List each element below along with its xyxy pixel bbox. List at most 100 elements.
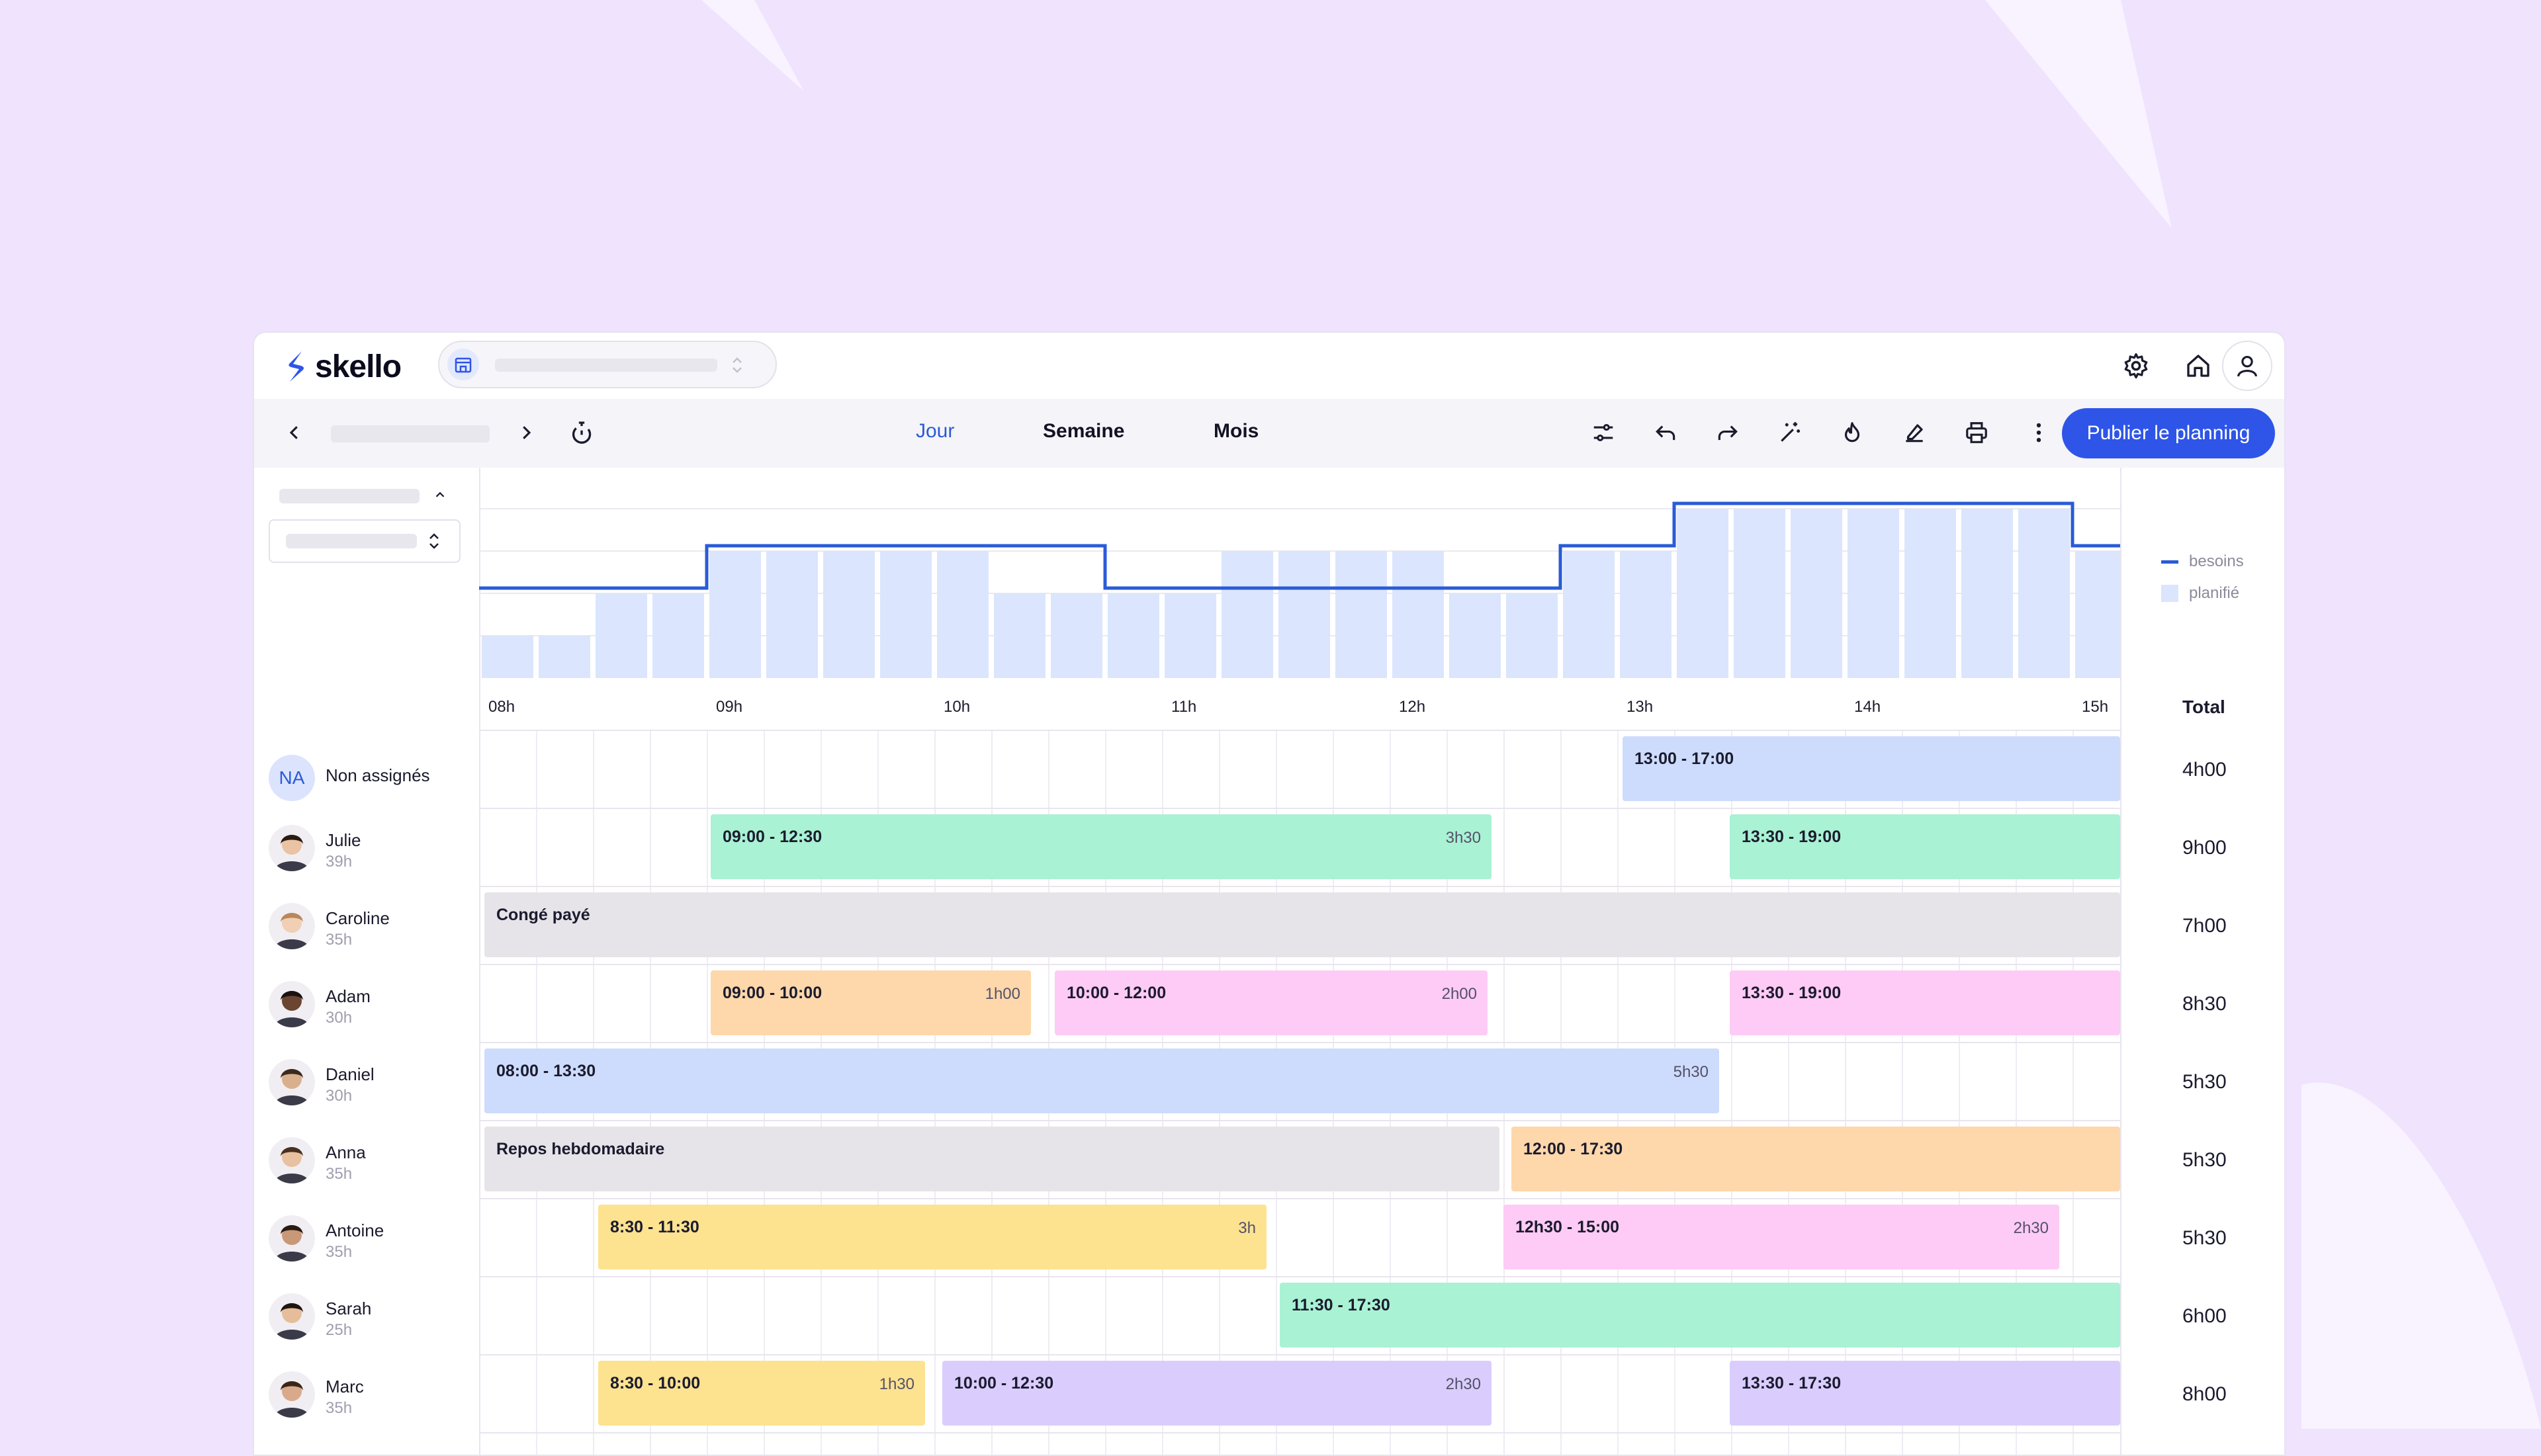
- timer-reset-icon[interactable]: [565, 416, 598, 449]
- shift-block[interactable]: 13:00 - 17:00: [1623, 736, 2120, 801]
- total-column-header: Total: [2182, 697, 2225, 717]
- updown-chevron-icon: [429, 533, 439, 549]
- skello-logo-icon: [289, 351, 304, 382]
- hour-tick-label: 13h: [1627, 698, 1654, 716]
- shift-block[interactable]: 08:00 - 13:30 5h30: [484, 1049, 1719, 1113]
- planned-bar: [1051, 593, 1102, 678]
- grid-row-line: [479, 1276, 2120, 1277]
- shift-block[interactable]: 10:00 - 12:00 2h00: [1055, 970, 1488, 1035]
- filters-icon[interactable]: [1587, 416, 1620, 449]
- shift-block[interactable]: 13:30 - 19:00: [1730, 970, 2120, 1035]
- employee-row-header[interactable]: Daniel 30h: [269, 1054, 467, 1120]
- hour-tick-label: 08h: [488, 698, 515, 716]
- employee-name: Non assignés: [326, 765, 430, 785]
- user-profile-icon[interactable]: [2222, 341, 2272, 391]
- planning-app-window: skello Jour Semaine: [253, 331, 2286, 1456]
- hour-tick-label: 14h: [1854, 698, 1881, 716]
- planned-bar: [1620, 551, 1672, 678]
- settings-gear-icon[interactable]: [2111, 341, 2161, 391]
- employee-row-header[interactable]: Julie 39h: [269, 820, 467, 886]
- shift-block[interactable]: 12:00 - 17:30: [1511, 1127, 2120, 1191]
- eraser-pen-icon[interactable]: [1898, 416, 1931, 449]
- planned-bar: [1904, 509, 1956, 678]
- tab-week[interactable]: Semaine: [1043, 420, 1125, 442]
- shift-block[interactable]: 13:30 - 17:30: [1730, 1361, 2120, 1426]
- shift-time-label: 13:30 - 17:30: [1742, 1374, 1842, 1392]
- employee-name: Anna: [326, 1142, 366, 1162]
- employee-row-header[interactable]: Adam 30h: [269, 976, 467, 1042]
- shift-block[interactable]: 11:30 - 17:30: [1280, 1283, 2120, 1348]
- row-total: 5h30: [2182, 1071, 2227, 1093]
- store-icon: [447, 349, 479, 380]
- avatar: [269, 981, 315, 1027]
- employee-row-header[interactable]: Antoine 35h: [269, 1210, 467, 1276]
- avatar: [269, 1371, 315, 1418]
- employee-contract-hours: 39h: [326, 853, 353, 871]
- shift-time-label: 09:00 - 10:00: [723, 984, 823, 1002]
- tab-day[interactable]: Jour: [916, 420, 955, 442]
- collapse-filter-row[interactable]: [279, 484, 451, 510]
- shift-duration-label: 3h: [1238, 1219, 1256, 1237]
- tab-month[interactable]: Mois: [1214, 420, 1259, 442]
- shift-block[interactable]: 8:30 - 11:30 3h: [598, 1205, 1267, 1269]
- employee-row-header[interactable]: Marc 35h: [269, 1366, 467, 1432]
- shift-block[interactable]: 8:30 - 10:00 1h30: [598, 1361, 925, 1426]
- employee-contract-hours: 30h: [326, 1009, 353, 1027]
- planned-bar: [2075, 551, 2120, 678]
- print-icon[interactable]: [1960, 416, 1993, 449]
- grid-row-line: [479, 1120, 2120, 1121]
- employee-row-header[interactable]: Caroline 35h: [269, 898, 467, 964]
- establishment-name-placeholder: [495, 359, 717, 372]
- publish-planning-button[interactable]: Publier le planning: [2062, 408, 2275, 458]
- top-bar: skello: [254, 333, 2284, 399]
- planned-bar: [482, 636, 533, 678]
- shift-block[interactable]: Repos hebdomadaire: [484, 1127, 1499, 1191]
- grid-row-line: [479, 886, 2120, 887]
- shift-block[interactable]: 09:00 - 10:00 1h00: [711, 970, 1031, 1035]
- previous-chevron-icon[interactable]: [278, 416, 311, 449]
- shift-block[interactable]: 10:00 - 12:30 2h30: [942, 1361, 1492, 1426]
- legend-planifie-label: planifié: [2189, 584, 2240, 602]
- more-options-icon[interactable]: [2022, 416, 2055, 449]
- shift-time-label: 09:00 - 12:30: [723, 828, 823, 846]
- shift-block[interactable]: 09:00 - 12:30 3h30: [711, 814, 1492, 879]
- planned-bar: [766, 551, 818, 678]
- updown-chevron-icon: [733, 357, 742, 373]
- shift-time-label: 13:30 - 19:00: [1742, 984, 1842, 1002]
- grid-row-line: [479, 1432, 2120, 1434]
- date-placeholder: [331, 425, 490, 443]
- redo-icon[interactable]: [1711, 416, 1744, 449]
- needs-step-line: [479, 501, 2120, 590]
- shift-block[interactable]: 12h30 - 15:00 2h30: [1503, 1205, 2059, 1269]
- employee-row-header[interactable]: NA Non assignés: [269, 742, 467, 808]
- magic-wand-icon[interactable]: [1773, 416, 1806, 449]
- employee-name: Antoine: [326, 1220, 384, 1240]
- shift-duration-label: 3h30: [1445, 829, 1481, 847]
- undo-icon[interactable]: [1649, 416, 1682, 449]
- employee-contract-hours: 35h: [326, 1399, 353, 1417]
- legend-planifie: planifié: [2161, 578, 2244, 609]
- filter-select[interactable]: [269, 519, 461, 563]
- hour-tick-label: 11h: [1171, 698, 1197, 716]
- shift-block[interactable]: Congé payé: [484, 892, 2120, 957]
- shift-block[interactable]: 13:30 - 19:00: [1730, 814, 2120, 879]
- skello-logo[interactable]: skello: [286, 349, 402, 384]
- next-chevron-icon[interactable]: [510, 416, 543, 449]
- planned-bar: [1961, 509, 2013, 678]
- planning-toolbar: Jour Semaine Mois: [254, 399, 2284, 468]
- grid-row-line: [479, 808, 2120, 809]
- schedule-grid: 13:00 - 17:00 09:00 - 12:30 3h30 13:30 - 19…: [479, 730, 2120, 1455]
- flame-icon[interactable]: [1836, 416, 1869, 449]
- hour-tick-label: 12h: [1399, 698, 1426, 716]
- establishment-selector[interactable]: [438, 341, 777, 388]
- employee-row-header[interactable]: Sarah 25h: [269, 1288, 467, 1354]
- left-separator: [479, 468, 480, 1455]
- employee-row-header[interactable]: Anna 35h: [269, 1132, 467, 1198]
- employee-contract-hours: 30h: [326, 1087, 353, 1105]
- planned-bar: [1848, 509, 1899, 678]
- home-icon[interactable]: [2173, 341, 2223, 391]
- planned-bar: [1165, 593, 1216, 678]
- legend-besoins: besoins: [2161, 546, 2244, 578]
- planned-bar: [539, 636, 590, 678]
- planned-bar: [1791, 509, 1842, 678]
